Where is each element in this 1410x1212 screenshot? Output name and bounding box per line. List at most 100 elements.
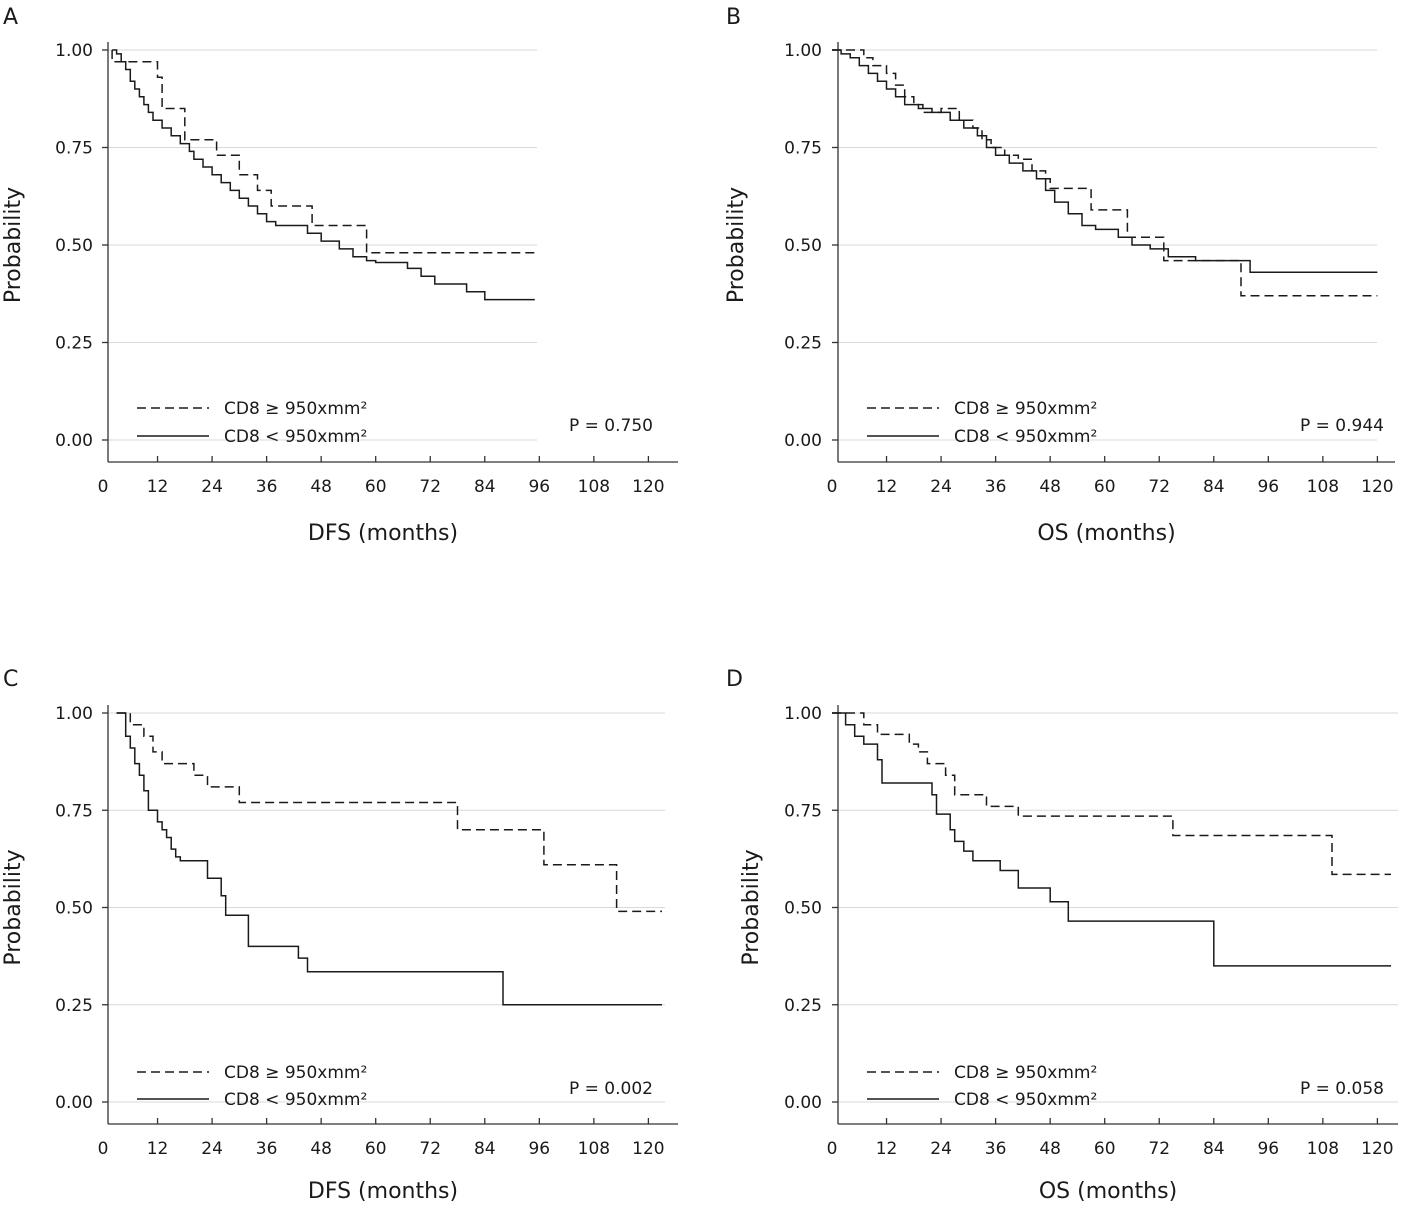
- x-tick-label: 60: [365, 1139, 387, 1159]
- legend-label-low: CD8 < 950xmm²: [224, 427, 367, 447]
- x-axis-title: OS (months): [1039, 1179, 1177, 1204]
- x-tick-label: 24: [201, 1139, 223, 1159]
- y-tick-label: 0.75: [784, 801, 822, 821]
- x-tick-label: 84: [1203, 477, 1225, 497]
- x-tick-label: 96: [1257, 477, 1279, 497]
- x-tick-label: 72: [419, 477, 441, 497]
- x-tick-label: 96: [528, 477, 550, 497]
- panel-b: B 0.00 0.25 0.50 0.75 1.00 0 12 24 36 48 60 72 84 96 10…: [724, 5, 1395, 546]
- legend: CD8 ≥ 950xmm² CD8 < 950xmm²: [867, 1063, 1097, 1110]
- y-tick-label: 0.00: [55, 1093, 93, 1113]
- x-tick-label: 0: [827, 477, 838, 497]
- x-tick-label: 60: [1094, 477, 1116, 497]
- x-tick-label: 72: [419, 1139, 441, 1159]
- p-value: P = 0.002: [569, 1079, 653, 1099]
- y-axis-title: Probability: [1, 187, 26, 303]
- legend: CD8 ≥ 950xmm² CD8 < 950xmm²: [137, 399, 367, 447]
- y-tick-label: 0.50: [55, 236, 93, 256]
- y-axis-title: Probability: [724, 187, 749, 303]
- x-tick-label: 12: [147, 477, 169, 497]
- x-tick-label: 12: [876, 477, 898, 497]
- panel-letter: B: [726, 5, 741, 30]
- y-tick-label: 1.00: [55, 41, 93, 61]
- y-tick-label: 1.00: [55, 704, 93, 724]
- y-tick-label: 0.25: [784, 996, 822, 1016]
- series-line-high-cd8: [111, 50, 535, 254]
- x-tick-label: 120: [632, 477, 664, 497]
- x-tick-label: 60: [1094, 1139, 1116, 1159]
- x-tick-label: 108: [1307, 1139, 1339, 1159]
- x-axis-title: DFS (months): [308, 521, 458, 546]
- x-tick-label: 12: [876, 1139, 898, 1159]
- x-axis-title: OS (months): [1037, 521, 1175, 546]
- series-line-low-cd8: [116, 712, 662, 1006]
- legend: CD8 ≥ 950xmm² CD8 < 950xmm²: [137, 1063, 367, 1110]
- p-value: P = 0.944: [1300, 416, 1384, 436]
- x-axis-title: DFS (months): [308, 1179, 458, 1204]
- y-tick-label: 0.75: [55, 139, 93, 159]
- x-tick-label: 36: [985, 477, 1007, 497]
- legend-label-low: CD8 < 950xmm²: [954, 427, 1097, 447]
- x-tick-label: 0: [98, 1139, 109, 1159]
- panel-c: C 0.00 0.25 0.50 0.75 1.00 0 12 24 36 48 60 72 84 96 10…: [1, 667, 678, 1204]
- y-tick-label: 0.00: [784, 1093, 822, 1113]
- x-tick-label: 24: [930, 477, 952, 497]
- x-tick-label: 0: [98, 477, 109, 497]
- y-tick-label: 0.25: [784, 334, 822, 354]
- x-tick-label: 108: [578, 1139, 610, 1159]
- series-line-high-cd8: [832, 712, 1391, 876]
- x-tick-label: 120: [1361, 477, 1393, 497]
- x-tick-label: 48: [310, 1139, 332, 1159]
- y-tick-label: 0.00: [55, 431, 93, 451]
- x-tick-label: 48: [310, 477, 332, 497]
- series-line-low-cd8: [112, 49, 535, 301]
- series-line-high-cd8: [116, 712, 662, 913]
- y-tick-label: 0.50: [784, 899, 822, 919]
- x-tick-label: 48: [1039, 477, 1061, 497]
- legend: CD8 ≥ 950xmm² CD8 < 950xmm²: [867, 399, 1097, 447]
- x-tick-label: 36: [256, 477, 278, 497]
- x-tick-label: 24: [201, 477, 223, 497]
- panel-letter: D: [726, 667, 743, 692]
- legend-label-low: CD8 < 950xmm²: [954, 1090, 1097, 1110]
- x-tick-label: 108: [578, 477, 610, 497]
- x-tick-label: 84: [474, 1139, 496, 1159]
- y-tick-label: 0.75: [55, 801, 93, 821]
- panel-d: D 0.00 0.25 0.50 0.75 1.00 0 12 24 36 48 60 72 84 96 10…: [726, 667, 1398, 1204]
- legend-label-high: CD8 ≥ 950xmm²: [954, 399, 1097, 419]
- legend-label-low: CD8 < 950xmm²: [224, 1090, 367, 1110]
- p-value: P = 0.750: [569, 416, 653, 436]
- x-tick-label: 60: [365, 477, 387, 497]
- x-tick-label: 36: [985, 1139, 1007, 1159]
- y-tick-label: 1.00: [784, 704, 822, 724]
- p-value: P = 0.058: [1300, 1079, 1384, 1099]
- x-tick-label: 72: [1148, 1139, 1170, 1159]
- y-tick-label: 0.00: [784, 431, 822, 451]
- panel-letter: A: [3, 5, 18, 30]
- y-tick-label: 0.25: [55, 996, 93, 1016]
- x-tick-label: 0: [827, 1139, 838, 1159]
- x-tick-label: 84: [1203, 1139, 1225, 1159]
- x-tick-label: 96: [528, 1139, 550, 1159]
- y-axis-title: Probability: [739, 849, 764, 965]
- x-tick-label: 108: [1307, 477, 1339, 497]
- series-line-high-cd8: [832, 49, 1378, 297]
- x-tick-label: 12: [147, 1139, 169, 1159]
- panel-letter: C: [3, 667, 18, 692]
- x-tick-label: 120: [632, 1139, 664, 1159]
- x-tick-label: 24: [930, 1139, 952, 1159]
- y-tick-label: 1.00: [784, 41, 822, 61]
- series-line-low-cd8: [832, 49, 1378, 274]
- x-tick-label: 84: [474, 477, 496, 497]
- y-tick-label: 0.25: [55, 334, 93, 354]
- series-line-low-cd8: [832, 712, 1391, 967]
- y-tick-label: 0.75: [784, 139, 822, 159]
- x-tick-label: 36: [256, 1139, 278, 1159]
- legend-label-high: CD8 ≥ 950xmm²: [224, 399, 367, 419]
- x-tick-label: 120: [1361, 1139, 1393, 1159]
- panel-a: A 0.00 0.25 0.50 0.75 1.00 0 12 24 36 48 60 72 84 96 10…: [1, 5, 678, 546]
- y-axis-title: Probability: [1, 849, 26, 965]
- legend-label-high: CD8 ≥ 950xmm²: [954, 1063, 1097, 1083]
- y-tick-label: 0.50: [55, 899, 93, 919]
